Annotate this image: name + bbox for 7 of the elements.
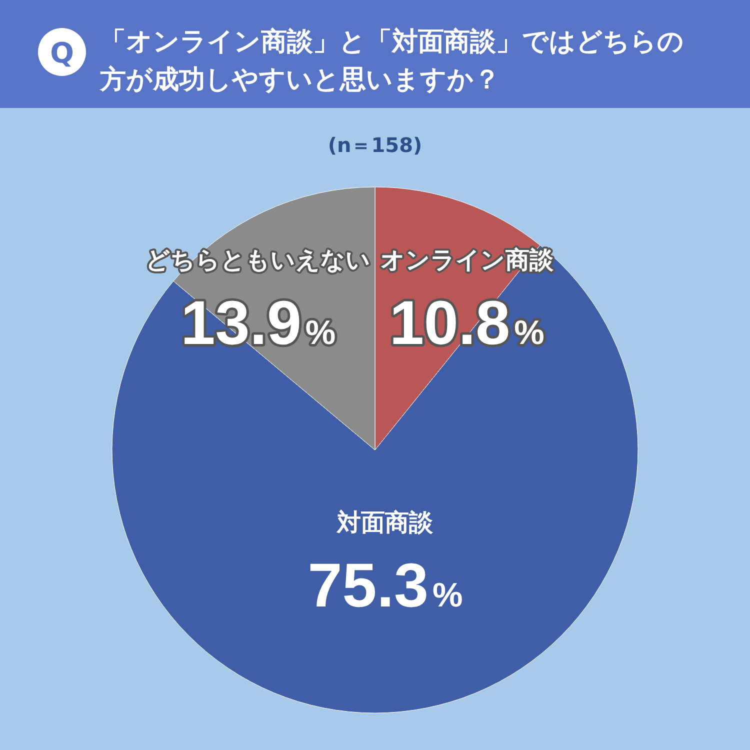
slice-label: オンライン商談 bbox=[380, 246, 554, 274]
chart-subtitle: (n＝158) bbox=[328, 133, 422, 157]
text: Q bbox=[50, 36, 74, 70]
slice-label: 対面商談 bbox=[336, 508, 434, 537]
chart-title: 「オンライン商談」と「対面商談」ではどちらの方が成功しやすいと思いますか？ bbox=[99, 27, 684, 95]
data-label: 75.3% bbox=[308, 552, 463, 621]
slice-label: どちらともいえない bbox=[146, 246, 371, 274]
